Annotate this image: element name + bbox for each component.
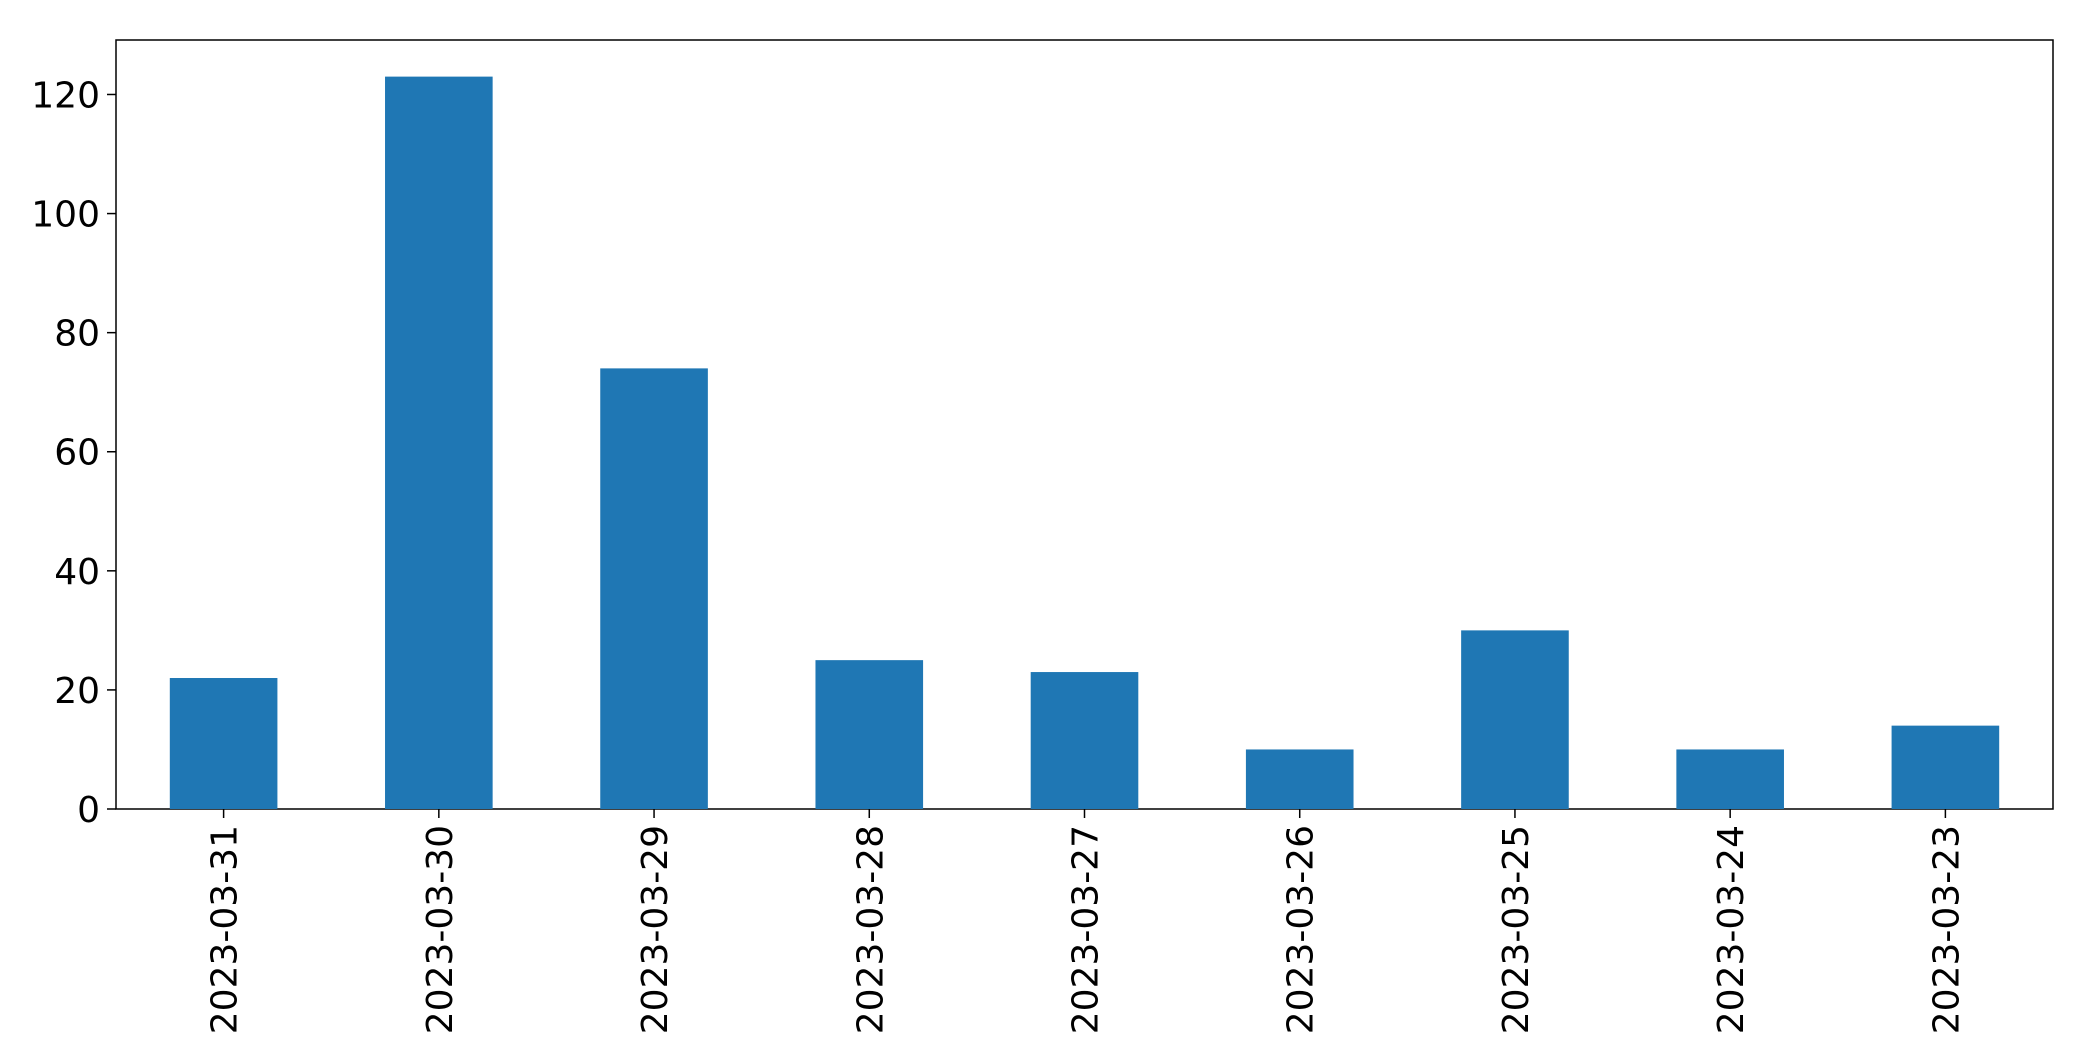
y-tick-label: 40 [54, 552, 100, 593]
bar [385, 76, 493, 810]
y-tick-label: 80 [54, 314, 100, 355]
bar [1461, 630, 1569, 809]
bar [600, 368, 708, 809]
bar [169, 678, 278, 809]
bar [1030, 672, 1139, 809]
y-tick-label: 0 [77, 790, 100, 831]
bar [1676, 749, 1784, 809]
x-tick-label: 2023-03-23 [1926, 825, 1967, 1034]
bar [1245, 749, 1354, 809]
x-tick-label: 2023-03-24 [1711, 825, 1752, 1034]
bar [1891, 725, 2000, 809]
x-tick-label: 2023-03-30 [420, 825, 461, 1034]
y-tick-label: 20 [54, 671, 100, 712]
x-tick-label: 2023-03-29 [635, 825, 676, 1034]
x-tick-label: 2023-03-25 [1496, 825, 1537, 1034]
x-tick-label: 2023-03-27 [1066, 825, 1107, 1034]
y-tick-label: 120 [31, 75, 100, 116]
x-tick-label: 2023-03-28 [850, 825, 891, 1034]
x-tick-label: 2023-03-26 [1281, 825, 1322, 1034]
y-tick-label: 100 [31, 195, 100, 236]
x-tick-label: 2023-03-31 [205, 825, 246, 1034]
y-tick-label: 60 [54, 433, 100, 474]
bar [815, 660, 924, 809]
